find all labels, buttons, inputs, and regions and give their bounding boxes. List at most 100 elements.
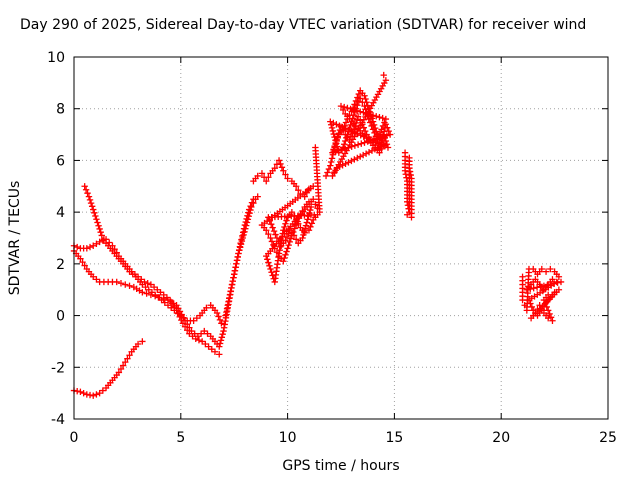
data-point <box>267 265 274 273</box>
data-point <box>239 234 246 242</box>
data-point-interp <box>285 241 292 249</box>
data-point <box>211 348 219 355</box>
data-point <box>361 92 368 99</box>
data-point <box>292 216 300 224</box>
data-point-interp <box>265 230 272 238</box>
data-point <box>263 177 270 185</box>
data-point <box>141 278 148 286</box>
data-point <box>122 281 129 288</box>
data-point <box>322 172 330 180</box>
data-point-interp <box>160 295 167 302</box>
data-point <box>252 196 259 203</box>
data-point-interp <box>233 260 240 268</box>
data-point <box>538 265 545 273</box>
data-point <box>94 219 101 226</box>
data-point-interp <box>266 217 273 224</box>
data-point <box>218 320 225 327</box>
y-tick-label: 2 <box>56 257 65 273</box>
data-point-interp <box>407 171 414 179</box>
data-point-interp <box>93 276 100 283</box>
data-point-interp <box>359 99 366 106</box>
data-point-interp <box>368 122 375 130</box>
data-point-interp <box>88 203 96 210</box>
data-point <box>280 227 287 234</box>
series-cluster-15-16h <box>401 149 415 221</box>
data-point-interp <box>264 256 271 263</box>
data-point-interp <box>291 225 298 232</box>
data-series <box>70 71 565 399</box>
data-point-interp <box>167 304 175 312</box>
y-tick-label: 0 <box>56 309 65 325</box>
data-point-interp <box>339 123 346 131</box>
data-point-interp <box>308 220 316 227</box>
data-point-interp <box>150 283 158 291</box>
data-point-interp <box>301 228 308 235</box>
data-point-interp <box>357 153 364 160</box>
data-point <box>549 276 556 283</box>
data-point-interp <box>302 222 310 229</box>
data-point-interp <box>117 280 125 287</box>
data-point-interp <box>225 298 232 305</box>
data-point-interp <box>82 186 90 193</box>
data-point-interp <box>270 227 278 235</box>
data-point <box>213 309 221 317</box>
data-point-interp <box>382 137 390 145</box>
data-point-interp <box>277 160 284 168</box>
data-point-interp <box>281 223 288 231</box>
data-point <box>378 126 385 133</box>
data-point-interp <box>381 134 388 142</box>
data-point-interp <box>268 269 275 276</box>
data-point <box>222 312 229 319</box>
data-point-interp <box>87 199 95 207</box>
data-point-interp <box>329 127 337 135</box>
data-point-interp <box>355 90 362 98</box>
data-point <box>156 294 163 301</box>
data-point-interp <box>142 283 149 291</box>
x-tick-label: 25 <box>599 430 617 446</box>
data-point-interp <box>124 355 131 362</box>
data-point-interp <box>351 156 358 163</box>
data-point-interp <box>131 271 139 278</box>
data-point-interp <box>99 387 107 394</box>
data-point-interp <box>342 160 349 168</box>
series-track-rise-a <box>222 196 259 319</box>
x-tick-label: 15 <box>385 430 403 446</box>
data-point-interp <box>305 213 312 220</box>
data-point-interp <box>350 111 358 119</box>
series-cluster-9-12h <box>250 144 323 286</box>
data-point-interp <box>93 240 100 248</box>
data-point-interp <box>79 258 86 266</box>
data-point <box>147 281 155 288</box>
data-point-interp <box>126 352 133 359</box>
data-point <box>96 238 103 246</box>
data-point-interp <box>96 225 103 233</box>
series-track-lower-branch <box>70 193 261 350</box>
data-point-interp <box>373 113 380 120</box>
data-point <box>205 343 212 350</box>
series-track-mid-loop <box>70 236 223 358</box>
data-point-interp <box>345 159 352 166</box>
data-point-interp <box>233 257 241 264</box>
data-point-interp <box>342 119 350 126</box>
data-point-interp <box>228 281 236 288</box>
data-point-interp <box>195 336 203 344</box>
data-point <box>90 392 97 399</box>
data-point <box>269 224 276 231</box>
data-point <box>263 227 270 234</box>
data-point-interp <box>366 119 374 126</box>
data-point-interp <box>374 144 382 152</box>
data-point-interp <box>151 292 159 300</box>
data-point-interp <box>191 330 198 337</box>
data-point-interp <box>354 94 361 101</box>
x-tick-label: 20 <box>492 430 510 446</box>
data-point-interp <box>281 254 288 262</box>
data-point-interp <box>369 112 377 119</box>
data-point <box>312 144 319 151</box>
data-point-interp <box>368 147 376 154</box>
y-axis-label: SDTVAR / TECUs <box>7 181 23 296</box>
data-point <box>303 219 311 226</box>
x-tick-label: 0 <box>70 430 79 446</box>
data-point-interp <box>229 277 236 285</box>
y-tick-label: 4 <box>56 205 65 221</box>
data-point-interp <box>304 216 311 223</box>
